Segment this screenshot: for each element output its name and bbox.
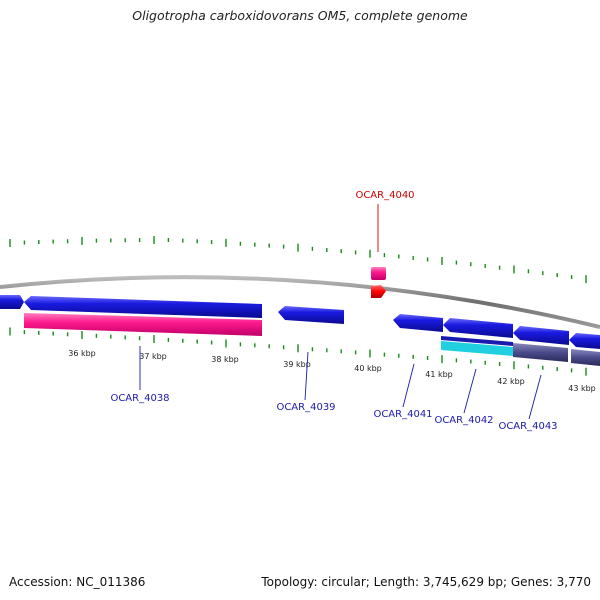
gene-label-ocar-4039[interactable]: OCAR_4039 (276, 402, 335, 413)
kbp-label: 43 kbp (568, 384, 596, 393)
gene-label-ocar-4043[interactable]: OCAR_4043 (498, 421, 557, 432)
gene-leader-line (304, 351, 309, 401)
kbp-scale: 36 kbp 37 kbp 38 kbp 39 kbp 40 kbp 41 kbp 42 k… (68, 349, 596, 393)
kbp-label: 38 kbp (211, 355, 239, 364)
gene-left-edge[interactable] (0, 295, 24, 309)
gene-ocar-4039[interactable] (278, 306, 344, 324)
gene-ocar-4043[interactable] (513, 326, 569, 345)
kbp-label: 37 kbp (139, 352, 167, 361)
gene-leader-line (463, 368, 477, 414)
kbp-label: 41 kbp (425, 370, 453, 379)
gene-label-ocar-4041[interactable]: OCAR_4041 (373, 409, 432, 420)
genome-title: Oligotropha carboxidovorans OM5, complet… (132, 8, 468, 23)
gene-right-edge[interactable] (569, 333, 600, 349)
gene-ocar-4042[interactable] (443, 318, 513, 338)
gene-label-ocar-4042[interactable]: OCAR_4042 (434, 415, 493, 426)
kbp-label: 40 kbp (354, 364, 382, 373)
cds-ocar-4042-highlight[interactable] (441, 341, 513, 356)
kbp-label: 39 kbp (283, 360, 311, 369)
gene-label-ocar-4040[interactable]: OCAR_4040 (355, 190, 414, 201)
outer-tick-marks (9, 236, 587, 284)
gene-ocar-4040[interactable] (371, 285, 386, 298)
gene-label-ocar-4038[interactable]: OCAR_4038 (110, 393, 169, 404)
cds-ocar-4043[interactable] (513, 343, 568, 362)
genome-backbone (0, 275, 600, 329)
inner-tick-marks (9, 327, 587, 376)
genome-summary: Topology: circular; Length: 3,745,629 bp… (261, 575, 591, 589)
gene-leader-line (528, 374, 542, 420)
gene-ocar-4038[interactable] (24, 296, 262, 318)
accession-label: Accession: NC_011386 (9, 575, 146, 589)
gene-leader-line (402, 363, 415, 408)
cds-ocar-4042-band[interactable] (441, 336, 513, 346)
cds-right-edge[interactable] (571, 349, 600, 366)
kbp-label: 42 kbp (497, 377, 525, 386)
gene-ocar-4040-cds[interactable] (371, 267, 386, 280)
gene-ocar-4041[interactable] (393, 314, 443, 332)
kbp-label: 36 kbp (68, 349, 96, 358)
cds-ocar-4038[interactable] (24, 313, 262, 336)
